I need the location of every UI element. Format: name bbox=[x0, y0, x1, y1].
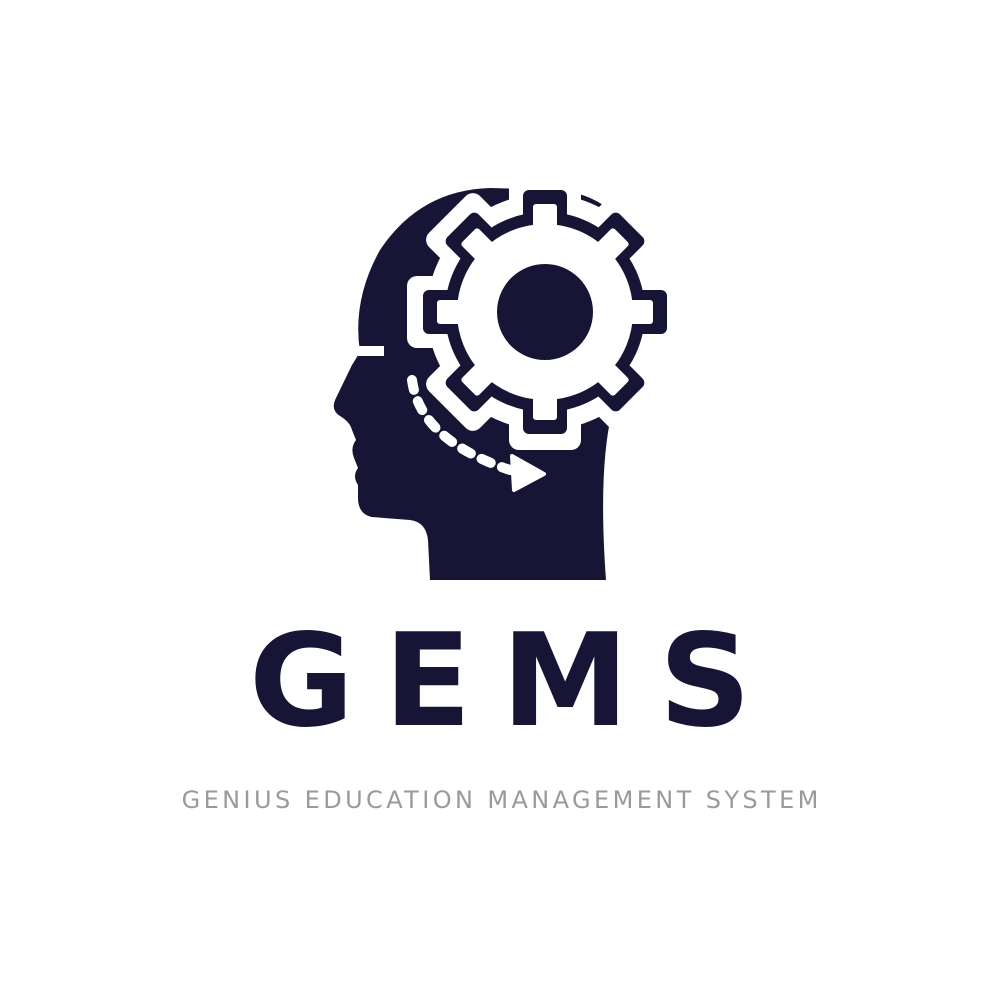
tagline: GENIUS EDUCATION MANAGEMENT SYSTEM bbox=[181, 786, 822, 814]
dotted-arrow bbox=[407, 375, 515, 475]
gear-hub bbox=[497, 264, 593, 360]
head-with-gear-icon bbox=[333, 188, 667, 580]
forehead-notch bbox=[358, 346, 384, 356]
brand-name: GEMS bbox=[248, 607, 782, 756]
arrow-head bbox=[510, 454, 546, 492]
